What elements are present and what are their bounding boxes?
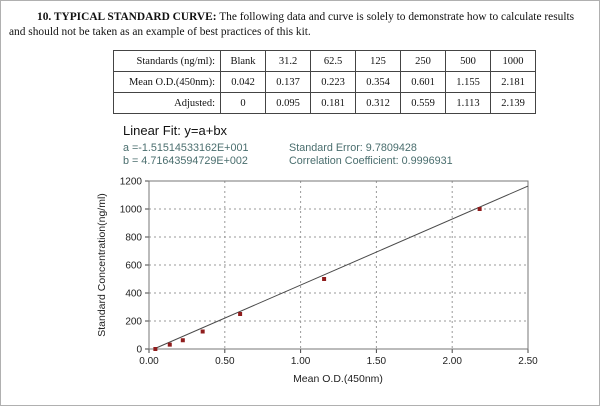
- fit-equation-title: Linear Fit: y=a+bx: [123, 123, 228, 138]
- table-cell: 0.095: [265, 92, 311, 114]
- table-row-mean-od: Mean O.D.(450nm): 0.042 0.137 0.223 0.35…: [113, 71, 536, 93]
- fit-coefficients: a =-1.51514533162E+001 b = 4.71643594729…: [123, 142, 289, 168]
- y-tick-label: 200: [125, 317, 142, 328]
- section-intro-text: The following data and curve is solely t…: [9, 11, 575, 38]
- plot-border: [148, 180, 529, 350]
- table-cell: 1.155: [445, 71, 491, 93]
- y-tick-label: 400: [125, 289, 142, 300]
- y-tick-label: 0: [136, 345, 142, 356]
- standard-curve-chart: Standard Concentration(ng/ml) Mean O.D.(…: [1, 173, 599, 401]
- table-cell: 0.601: [400, 71, 446, 93]
- data-point: [153, 347, 158, 351]
- fit-coefficient-b: b = 4.71643594729E+002: [123, 155, 248, 167]
- data-point: [477, 207, 482, 211]
- table-cell: Blank: [220, 50, 266, 72]
- data-point: [180, 338, 185, 343]
- table-cell: 0.223: [310, 71, 356, 93]
- y-tick-label: 800: [125, 233, 142, 244]
- x-tick-label: 2.00: [442, 356, 462, 367]
- fit-standard-error: Standard Error: 9.7809428: [289, 142, 417, 154]
- fit-line: [153, 185, 529, 350]
- x-tick-label: 0.00: [139, 356, 159, 367]
- table-cell: 2.139: [490, 92, 536, 114]
- table-cell: 0.354: [355, 71, 401, 93]
- row-label: Standards (ng/ml):: [113, 50, 221, 72]
- data-point: [238, 312, 243, 316]
- y-tick-label: 600: [125, 261, 142, 272]
- table-cell: 250: [400, 50, 446, 72]
- fit-correlation-coefficient: Correlation Coefficient: 0.9996931: [289, 155, 453, 167]
- data-point: [322, 277, 327, 281]
- y-tick-label: 1200: [120, 177, 143, 188]
- table-cell: 1000: [490, 50, 536, 72]
- x-tick-label: 1.50: [367, 356, 387, 367]
- linear-fit-block: Linear Fit: y=a+bx a =-1.51514533162E+00…: [123, 123, 599, 168]
- curve-plot: Standard Concentration(ng/ml) Mean O.D.(…: [96, 177, 538, 386]
- x-tick-label: 0.50: [215, 356, 235, 367]
- row-label: Mean O.D.(450nm):: [113, 71, 221, 93]
- data-point: [167, 342, 172, 347]
- table-cell: 1.113: [445, 92, 491, 114]
- y-tick-label: 1000: [120, 205, 143, 216]
- table-cell: 2.181: [490, 71, 536, 93]
- standards-table: Standards (ng/ml): Blank 31.2 62.5 125 2…: [113, 50, 536, 114]
- fit-stats: a =-1.51514533162E+001 b = 4.71643594729…: [123, 142, 599, 168]
- x-axis-title: Mean O.D.(450nm): [293, 373, 383, 385]
- table-row-standards: Standards (ng/ml): Blank 31.2 62.5 125 2…: [113, 50, 536, 72]
- table-cell: 0: [220, 92, 266, 114]
- data-point: [200, 329, 205, 334]
- table-row-adjusted: Adjusted: 0 0.095 0.181 0.312 0.559 1.11…: [113, 92, 536, 114]
- table-cell: 500: [445, 50, 491, 72]
- table-cell: 0.181: [310, 92, 356, 114]
- section-title: 10. TYPICAL STANDARD CURVE:: [37, 11, 217, 23]
- x-tick-label: 2.50: [518, 356, 538, 367]
- table-cell: 62.5: [310, 50, 356, 72]
- fit-quality: Standard Error: 9.7809428 Correlation Co…: [289, 142, 453, 168]
- table-cell: 0.042: [220, 71, 266, 93]
- table-cell: 0.312: [355, 92, 401, 114]
- table-cell: 125: [355, 50, 401, 72]
- x-tick-label: 1.00: [291, 356, 311, 367]
- table-cell: 31.2: [265, 50, 311, 72]
- row-label: Adjusted:: [113, 92, 221, 114]
- section-intro: 10. TYPICAL STANDARD CURVE: The followin…: [1, 1, 599, 40]
- fit-coefficient-a: a =-1.51514533162E+001: [123, 142, 249, 154]
- table-cell: 0.137: [265, 71, 311, 93]
- y-axis-title: Standard Concentration(ng/ml): [96, 193, 108, 337]
- table-cell: 0.559: [400, 92, 446, 114]
